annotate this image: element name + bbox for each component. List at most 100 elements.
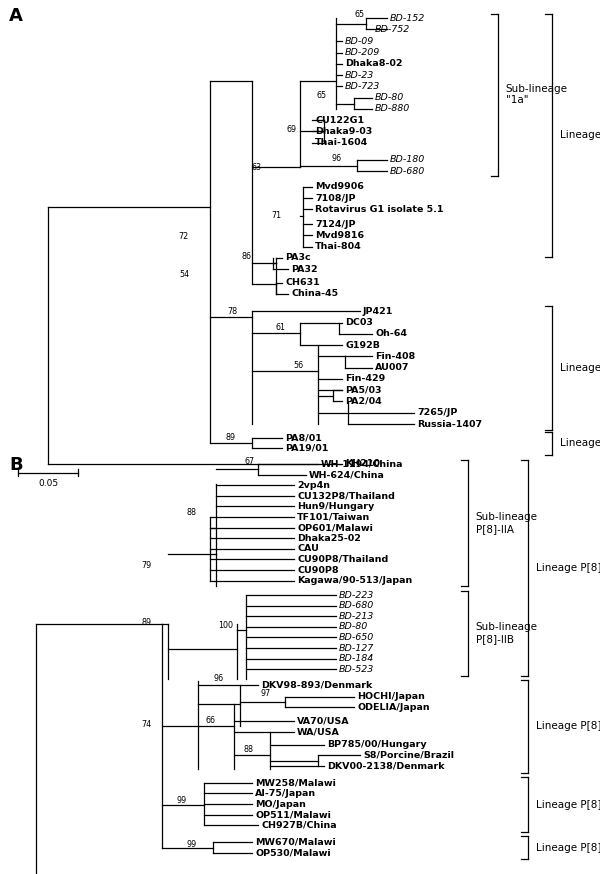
Text: 79: 79 xyxy=(142,560,152,570)
Text: 66: 66 xyxy=(206,716,216,725)
Text: 97: 97 xyxy=(261,689,271,698)
Text: CU132P8/Thailand: CU132P8/Thailand xyxy=(297,491,395,501)
Text: Lineage P[8]-II: Lineage P[8]-II xyxy=(536,563,600,572)
Text: BD-223: BD-223 xyxy=(339,591,374,600)
Text: 72: 72 xyxy=(179,232,189,241)
Text: 56: 56 xyxy=(293,361,303,370)
Text: PA19/01: PA19/01 xyxy=(285,443,328,453)
Text: 69: 69 xyxy=(287,125,297,134)
Text: Russia-1407: Russia-1407 xyxy=(417,420,482,428)
Text: 65: 65 xyxy=(317,91,327,100)
Text: WH-1194/China: WH-1194/China xyxy=(321,460,404,468)
Text: 74: 74 xyxy=(142,720,152,729)
Text: JP421: JP421 xyxy=(363,307,394,316)
Text: 71: 71 xyxy=(272,212,282,220)
Text: 2vp4n: 2vp4n xyxy=(297,481,330,489)
Text: MW258/Malawi: MW258/Malawi xyxy=(255,779,336,787)
Text: HOCHI/Japan: HOCHI/Japan xyxy=(357,692,425,701)
Text: Dhaka9-03: Dhaka9-03 xyxy=(315,127,372,136)
Text: S8/Porcine/Brazil: S8/Porcine/Brazil xyxy=(363,751,454,760)
Text: DC03: DC03 xyxy=(345,318,373,327)
Text: BD-152: BD-152 xyxy=(390,13,425,23)
Text: BD-184: BD-184 xyxy=(339,654,374,663)
Text: CU90P8/Thailand: CU90P8/Thailand xyxy=(297,555,388,564)
Text: Oh-64: Oh-64 xyxy=(375,329,407,338)
Text: AI-75/Japan: AI-75/Japan xyxy=(255,789,316,798)
Text: WH-624/China: WH-624/China xyxy=(309,470,385,479)
Text: BD-80: BD-80 xyxy=(375,94,404,102)
Text: Lineage P[8]-III: Lineage P[8]-III xyxy=(536,800,600,810)
Text: 100: 100 xyxy=(218,621,233,630)
Text: BD-213: BD-213 xyxy=(339,612,374,621)
Text: BD-23: BD-23 xyxy=(345,71,374,80)
Text: G192B: G192B xyxy=(345,341,380,350)
Text: 67: 67 xyxy=(245,457,255,466)
Text: 78: 78 xyxy=(227,307,237,316)
Text: WA/USA: WA/USA xyxy=(297,727,340,737)
Text: Fin-429: Fin-429 xyxy=(345,374,385,384)
Text: Thai-804: Thai-804 xyxy=(315,242,362,251)
Text: Mvd9906: Mvd9906 xyxy=(315,183,364,191)
Text: DKV98-893/Denmark: DKV98-893/Denmark xyxy=(261,680,373,689)
Text: Sub-lineage
P[8]-IIB: Sub-lineage P[8]-IIB xyxy=(476,622,538,644)
Text: VA70/USA: VA70/USA xyxy=(297,717,350,726)
Text: Lineage P[8]-I: Lineage P[8]-I xyxy=(536,721,600,732)
Text: Sub-lineage
"1a": Sub-lineage "1a" xyxy=(506,84,568,106)
Text: Lineage "9": Lineage "9" xyxy=(560,439,600,448)
Text: OP530/Malawi: OP530/Malawi xyxy=(255,849,331,857)
Text: BP785/00/Hungary: BP785/00/Hungary xyxy=(327,740,427,749)
Text: Mvd9816: Mvd9816 xyxy=(315,231,364,239)
Text: Fin-408: Fin-408 xyxy=(375,352,415,361)
Text: 61: 61 xyxy=(275,323,285,332)
Text: 89: 89 xyxy=(226,433,236,442)
Text: 99: 99 xyxy=(177,796,187,805)
Text: BD-127: BD-127 xyxy=(339,643,374,653)
Text: 0.05: 0.05 xyxy=(38,479,58,489)
Text: BD-880: BD-880 xyxy=(375,104,410,114)
Text: 63: 63 xyxy=(251,163,261,172)
Text: 88: 88 xyxy=(243,745,253,754)
Text: BD-209: BD-209 xyxy=(345,48,380,57)
Text: AU007: AU007 xyxy=(375,364,409,372)
Text: PA5/03: PA5/03 xyxy=(345,385,382,395)
Text: BD-180: BD-180 xyxy=(390,156,425,164)
Text: BD-680: BD-680 xyxy=(390,167,425,176)
Text: 88: 88 xyxy=(187,508,197,517)
Text: China-45: China-45 xyxy=(291,289,338,298)
Text: 99: 99 xyxy=(187,840,197,849)
Text: 7124/JP: 7124/JP xyxy=(315,219,355,229)
Text: CH927B/China: CH927B/China xyxy=(261,821,337,829)
Text: Sub-lineage
P[8]-IIA: Sub-lineage P[8]-IIA xyxy=(476,512,538,534)
Text: B: B xyxy=(9,456,23,475)
Text: Rotavirus G1 isolate 5.1: Rotavirus G1 isolate 5.1 xyxy=(315,205,443,214)
Text: 54: 54 xyxy=(179,270,189,279)
Text: KH210: KH210 xyxy=(345,459,380,468)
Text: Lineage "2": Lineage "2" xyxy=(560,363,600,373)
Text: BD-80: BD-80 xyxy=(339,622,368,631)
Text: MO/Japan: MO/Japan xyxy=(255,800,306,808)
Text: OP601/Malawi: OP601/Malawi xyxy=(297,524,373,532)
Text: 65: 65 xyxy=(354,10,364,19)
Text: 86: 86 xyxy=(242,252,252,261)
Text: BD-752: BD-752 xyxy=(375,24,410,34)
Text: BD-650: BD-650 xyxy=(339,633,374,642)
Text: BD-680: BD-680 xyxy=(339,601,374,610)
Text: BD-723: BD-723 xyxy=(345,82,380,91)
Text: ODELIA/Japan: ODELIA/Japan xyxy=(357,703,430,712)
Text: Lineage P[8]-IV: Lineage P[8]-IV xyxy=(536,843,600,852)
Text: CU122G1: CU122G1 xyxy=(315,115,364,125)
Text: Dhaka25-02: Dhaka25-02 xyxy=(297,534,361,543)
Text: DKV00-2138/Denmark: DKV00-2138/Denmark xyxy=(327,761,445,770)
Text: Thai-1604: Thai-1604 xyxy=(315,138,368,147)
Text: PA8/01: PA8/01 xyxy=(285,433,322,442)
Text: PA2/04: PA2/04 xyxy=(345,397,382,406)
Text: A: A xyxy=(9,7,23,24)
Text: Lineage "1": Lineage "1" xyxy=(560,130,600,140)
Text: BD-523: BD-523 xyxy=(339,665,374,674)
Text: 7108/JP: 7108/JP xyxy=(315,193,355,203)
Text: MW670/Malawi: MW670/Malawi xyxy=(255,837,336,847)
Text: TF101/Taiwan: TF101/Taiwan xyxy=(297,512,370,522)
Text: PA3c: PA3c xyxy=(285,253,311,262)
Text: 96: 96 xyxy=(332,154,342,163)
Text: Kagawa/90-513/Japan: Kagawa/90-513/Japan xyxy=(297,576,412,586)
